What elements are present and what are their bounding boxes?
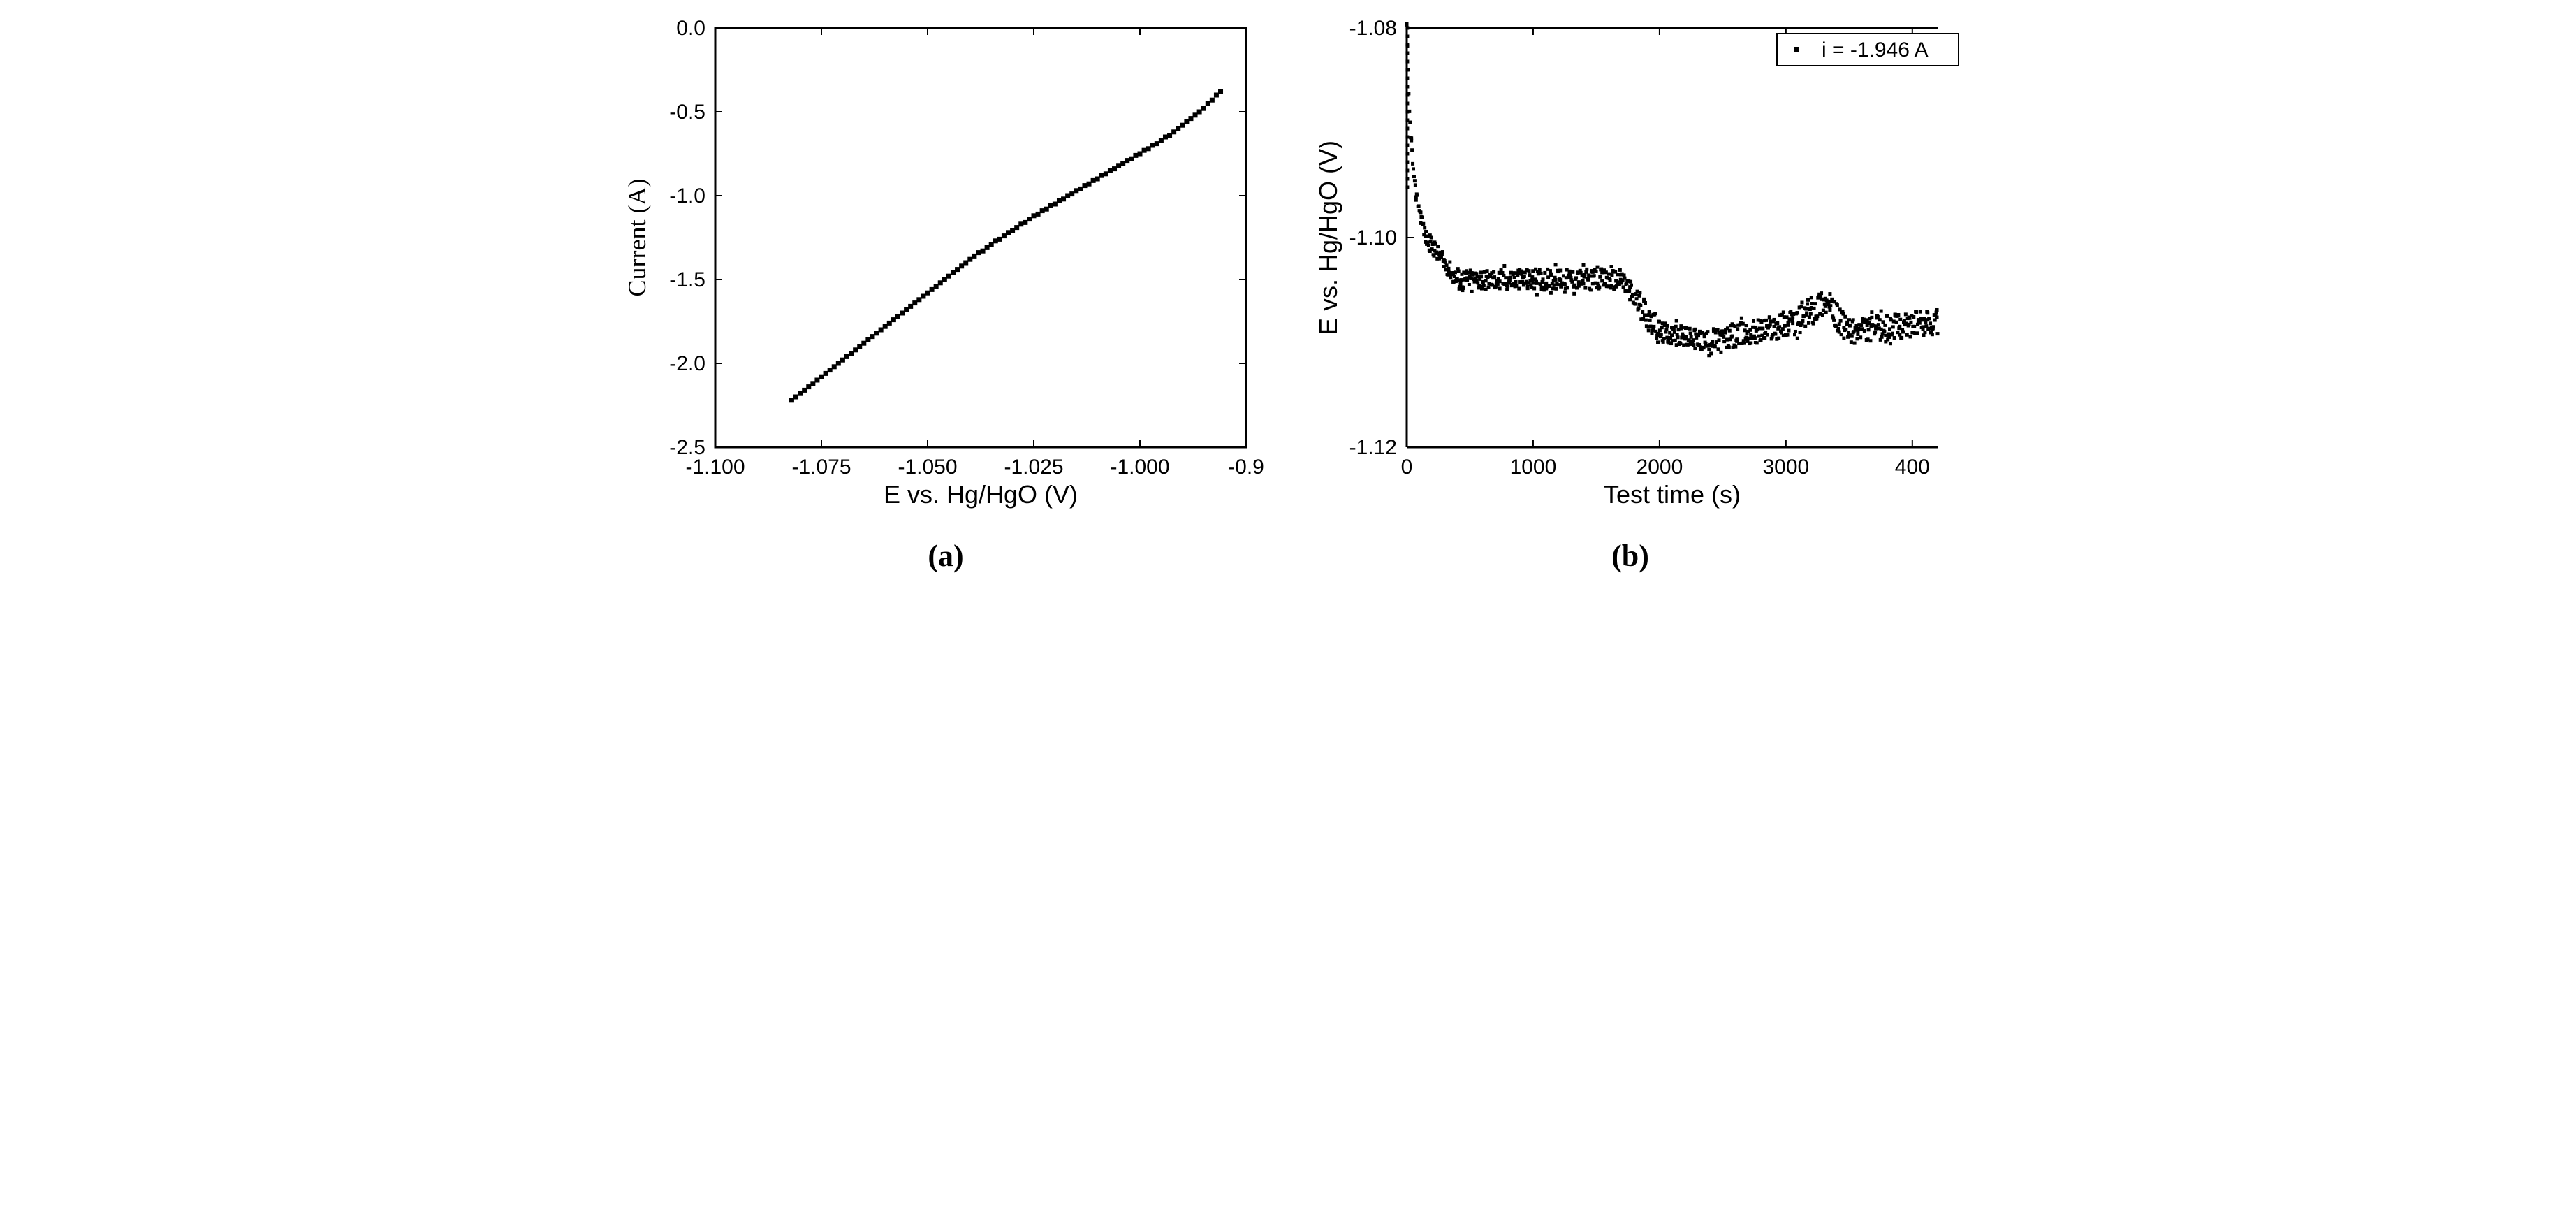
svg-text:Current (A): Current (A) (623, 179, 651, 297)
svg-text:-1.075: -1.075 (791, 456, 851, 479)
panel-b-svg: 0 1000 2000 3000 400 -1.12 -1.10 -1.08 Test time… (1302, 14, 1959, 517)
svg-text:i = -1.946 A: i = -1.946 A (1822, 38, 1929, 61)
svg-text:E vs. Hg/HgO (V): E vs. Hg/HgO (V) (1314, 140, 1342, 335)
panel-a-svg: -1.100-1.075-1.050-1.025-1.000-0.9-2.5-2… (617, 14, 1274, 517)
svg-text:1000: 1000 (1510, 456, 1557, 479)
svg-text:0: 0 (1401, 456, 1413, 479)
panel-b: 0 1000 2000 3000 400 -1.12 -1.10 -1.08 Test time… (1302, 14, 1959, 574)
panel-a-plot: -1.100-1.075-1.050-1.025-1.000-0.9-2.5-2… (617, 14, 1274, 517)
svg-text:-1.025: -1.025 (1004, 456, 1063, 479)
svg-text:-1.0: -1.0 (669, 184, 705, 208)
svg-text:-0.5: -0.5 (669, 101, 705, 124)
panel-b-caption: (b) (1611, 538, 1649, 574)
panel-b-plot: 0 1000 2000 3000 400 -1.12 -1.10 -1.08 Test time… (1302, 14, 1959, 517)
svg-text:2000: 2000 (1637, 456, 1683, 479)
svg-text:-1.10: -1.10 (1349, 226, 1397, 249)
svg-text:Test time (s): Test time (s) (1604, 480, 1741, 509)
svg-text:E vs. Hg/HgO (V): E vs. Hg/HgO (V) (884, 480, 1078, 509)
svg-text:-1.050: -1.050 (898, 456, 957, 479)
svg-text:-0.9: -0.9 (1228, 456, 1264, 479)
svg-text:-2.0: -2.0 (669, 352, 705, 375)
panel-a-caption: (a) (928, 538, 963, 574)
svg-text:0.0: 0.0 (676, 17, 705, 40)
svg-text:-2.5: -2.5 (669, 436, 705, 459)
svg-text:-1.5: -1.5 (669, 268, 705, 291)
svg-text:400: 400 (1895, 456, 1930, 479)
figure-container: -1.10 0 -1.075 -1.050 -1.025 -1.000 -0.9 -2.5 -2… (14, 14, 2562, 574)
svg-text:-1.08: -1.08 (1349, 17, 1397, 40)
svg-text:-1.12: -1.12 (1349, 436, 1397, 459)
svg-text:3000: 3000 (1762, 456, 1809, 479)
svg-text:-1.000: -1.000 (1110, 456, 1169, 479)
panel-a: -1.100-1.075-1.050-1.025-1.000-0.9-2.5-2… (617, 14, 1274, 574)
